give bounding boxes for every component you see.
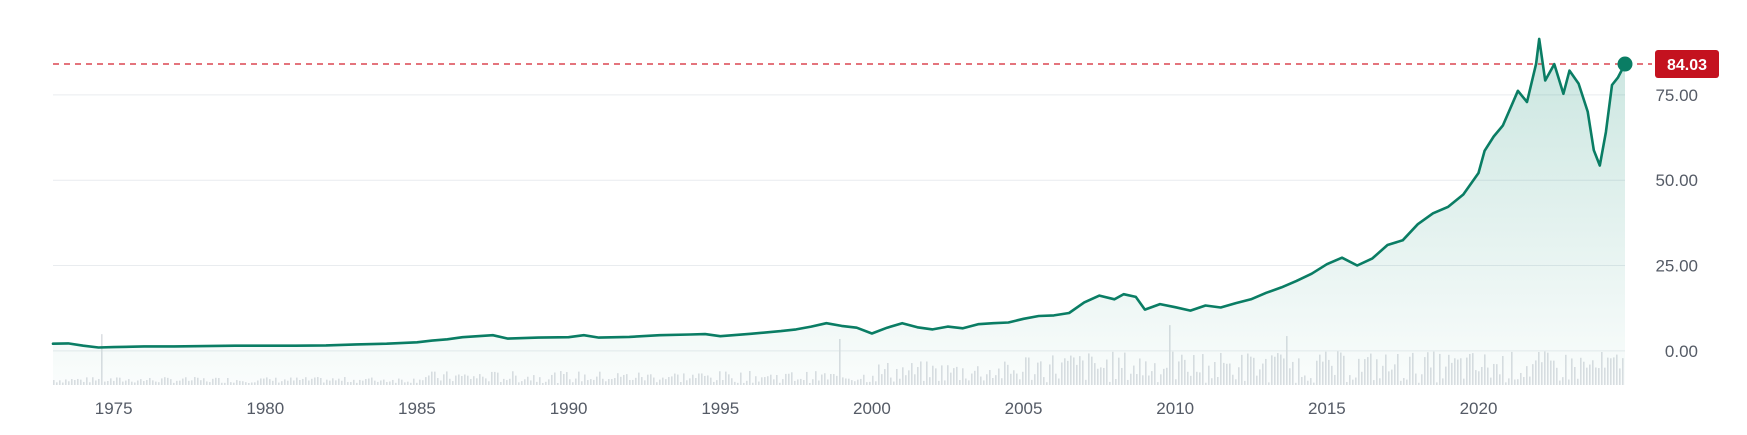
x-tick-label: 1980	[246, 399, 284, 418]
price-line[interactable]	[51, 37, 1627, 349]
y-tick-label: 25.00	[1655, 257, 1698, 276]
x-tick-label: 1975	[95, 399, 133, 418]
x-tick-label: 2015	[1308, 399, 1346, 418]
x-tick-label: 1990	[550, 399, 588, 418]
current-price-marker[interactable]	[1617, 56, 1633, 72]
x-tick-label: 2020	[1460, 399, 1498, 418]
x-tick-label: 1985	[398, 399, 436, 418]
x-tick-label: 2000	[853, 399, 891, 418]
y-axis-ticks: 75.00 50.00 25.00 0.00	[1655, 86, 1698, 361]
current-price-label: 84.03	[1667, 57, 1707, 74]
y-tick-label: 0.00	[1665, 342, 1698, 361]
y-tick-label: 50.00	[1655, 171, 1698, 190]
price-area-fill	[53, 38, 1625, 386]
x-tick-label: 2010	[1156, 399, 1194, 418]
x-tick-label: 2005	[1005, 399, 1043, 418]
y-tick-label: 75.00	[1655, 86, 1698, 105]
current-price-badge: 84.03	[1655, 50, 1719, 79]
x-tick-label: 1995	[701, 399, 739, 418]
x-axis-ticks: 1975 1980 1985 1990 1995 2000 2005 2010 2015 2020	[95, 399, 1498, 418]
